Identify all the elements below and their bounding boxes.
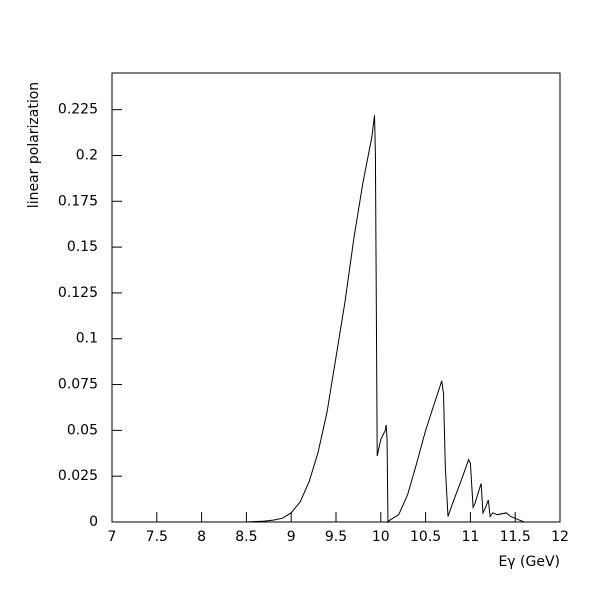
y-tick-label: 0.025 xyxy=(58,468,98,484)
y-tick-label: 0.125 xyxy=(58,285,98,301)
x-tick-label: 8.5 xyxy=(235,529,257,545)
y-tick-label: 0.075 xyxy=(58,377,98,393)
x-axis-label: Eγ (GeV) xyxy=(498,554,560,570)
y-tick-label: 0.2 xyxy=(76,147,98,163)
x-tick-label: 11.5 xyxy=(500,529,531,545)
x-tick-label: 10 xyxy=(372,529,390,545)
x-tick-label: 9 xyxy=(287,529,296,545)
x-tick-label: 9.5 xyxy=(325,529,347,545)
x-tick-label: 10.5 xyxy=(410,529,441,545)
y-tick-label: 0.175 xyxy=(58,193,98,209)
y-tick-label: 0.15 xyxy=(67,239,98,255)
x-tick-label: 7 xyxy=(108,529,117,545)
x-tick-label: 8 xyxy=(197,529,206,545)
y-tick-label: 0 xyxy=(89,514,98,530)
y-tick-label: 0.05 xyxy=(67,422,98,438)
y-axis-label: linear polarization xyxy=(26,82,42,208)
x-tick-label: 11 xyxy=(461,529,479,545)
plot-frame xyxy=(111,72,561,523)
x-tick-label: 7.5 xyxy=(146,529,168,545)
y-tick-label: 0.225 xyxy=(58,102,98,118)
x-tick-label: 12 xyxy=(551,529,569,545)
y-tick-label: 0.1 xyxy=(76,331,98,347)
data-line xyxy=(112,115,560,524)
